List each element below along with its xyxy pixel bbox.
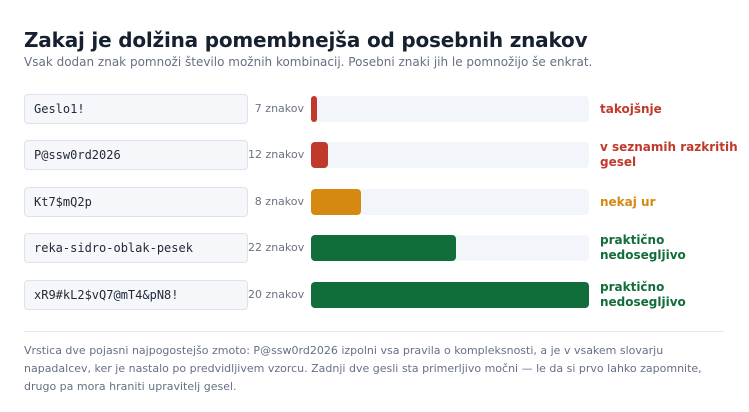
strength-bar-fill: [311, 235, 456, 261]
footnote: Vrstica dve pojasni najpogostejšo zmoto:…: [24, 344, 702, 393]
length-label: 22 znakov: [248, 241, 305, 254]
crack-time-verdict: v seznamih razkritih gesel: [600, 140, 738, 169]
password-row: Kt7$mQ2p 8 znakov nekaj ur: [0, 187, 749, 219]
password-row: Geslo1! 7 znakov takojšnje: [0, 94, 749, 126]
password-example: Geslo1!: [24, 94, 248, 124]
password-example: Kt7$mQ2p: [24, 187, 248, 217]
length-label: 7 znakov: [254, 102, 304, 115]
length-label: 8 znakov: [254, 195, 304, 208]
password-example: P@ssw0rd2026: [24, 140, 248, 170]
crack-time-verdict: takojšnje: [600, 102, 662, 116]
strength-bar-track: [311, 189, 589, 215]
strength-bar-fill: [311, 282, 589, 308]
crack-time-verdict: nekaj ur: [600, 195, 656, 209]
page-title: Zakaj je dolžina pomembnejša od posebnih…: [24, 28, 588, 52]
password-example: xR9#kL2$vQ7@mT4&pN8!: [24, 280, 248, 310]
strength-bar-track: [311, 96, 589, 122]
strength-bar-fill: [311, 142, 328, 168]
strength-bar-fill: [311, 189, 361, 215]
page-subtitle: Vsak dodan znak pomnoži število možnih k…: [24, 55, 593, 69]
strength-bar-track: [311, 142, 589, 168]
password-example: reka-sidro-oblak-pesek: [24, 233, 248, 263]
crack-time-verdict: praktično nedosegljivo: [600, 233, 686, 262]
strength-bar-track: [311, 235, 589, 261]
password-row: xR9#kL2$vQ7@mT4&pN8! 20 znakov praktično…: [0, 280, 749, 312]
divider: [24, 331, 724, 332]
strength-bar-fill: [311, 96, 317, 122]
length-label: 20 znakov: [248, 288, 305, 301]
length-label: 12 znakov: [248, 148, 305, 161]
strength-bar-track: [311, 282, 589, 308]
password-row: reka-sidro-oblak-pesek 22 znakov praktič…: [0, 233, 749, 265]
crack-time-verdict: praktično nedosegljivo: [600, 280, 686, 309]
password-row: P@ssw0rd2026 12 znakov v seznamih razkri…: [0, 140, 749, 172]
